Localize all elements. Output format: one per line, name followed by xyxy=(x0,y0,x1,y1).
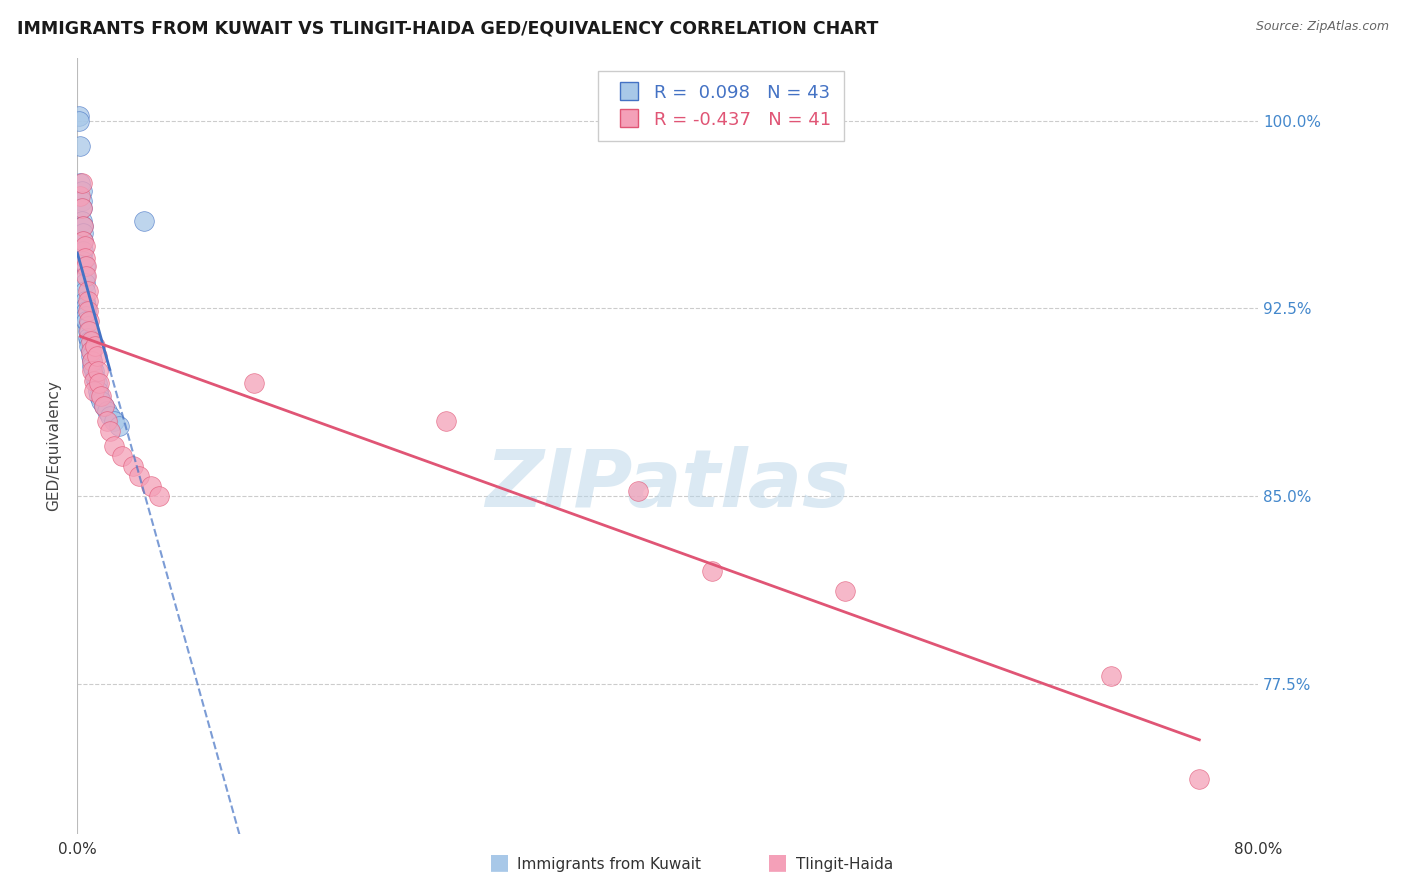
Point xyxy=(86,349,108,363)
Point xyxy=(73,252,96,266)
Point xyxy=(89,389,111,403)
Point xyxy=(834,584,856,599)
Point xyxy=(70,201,93,215)
Point xyxy=(72,219,94,233)
Point xyxy=(90,389,112,403)
Point xyxy=(77,324,100,338)
Point xyxy=(83,384,105,398)
Point xyxy=(69,176,91,190)
Point xyxy=(73,277,96,291)
Point xyxy=(82,364,104,378)
Point xyxy=(70,184,93,198)
Point xyxy=(132,213,155,227)
Point xyxy=(128,469,150,483)
Point xyxy=(79,343,101,358)
Point xyxy=(73,284,96,298)
Text: Tlingit-Haida: Tlingit-Haida xyxy=(796,857,893,872)
Point xyxy=(77,314,100,328)
Point xyxy=(67,113,90,128)
Point xyxy=(1188,772,1211,786)
Point xyxy=(76,284,98,298)
Point xyxy=(79,343,101,358)
Point xyxy=(75,309,97,323)
Point xyxy=(70,194,93,208)
Point xyxy=(72,219,94,233)
Point xyxy=(107,419,129,434)
Y-axis label: GED/Equivalency: GED/Equivalency xyxy=(46,381,62,511)
Text: ZIPatlas: ZIPatlas xyxy=(485,446,851,524)
Point xyxy=(77,339,100,353)
Point xyxy=(84,339,107,353)
Point xyxy=(73,259,96,273)
Point xyxy=(77,334,100,348)
Point xyxy=(70,213,93,227)
Point xyxy=(82,359,104,373)
Point xyxy=(72,244,94,258)
Legend: R =  0.098   N = 43, R = -0.437   N = 41: R = 0.098 N = 43, R = -0.437 N = 41 xyxy=(598,70,844,141)
Point xyxy=(148,489,170,503)
Point xyxy=(90,393,112,408)
Point xyxy=(73,293,96,308)
Point xyxy=(83,364,105,378)
Point xyxy=(76,318,98,333)
Text: 0.0%: 0.0% xyxy=(58,841,97,856)
Point xyxy=(98,424,121,438)
Point xyxy=(72,253,94,268)
Point xyxy=(141,479,163,493)
Point xyxy=(702,564,724,578)
Point xyxy=(96,404,118,418)
Point xyxy=(75,303,97,318)
Point xyxy=(93,399,115,413)
Point xyxy=(75,314,97,328)
Point xyxy=(72,234,94,248)
Point xyxy=(83,374,105,388)
Text: 80.0%: 80.0% xyxy=(1234,841,1282,856)
Point xyxy=(76,303,98,318)
Point xyxy=(75,268,97,283)
Point xyxy=(76,331,98,345)
Point xyxy=(69,188,91,202)
Point xyxy=(93,399,115,413)
Point xyxy=(76,324,98,338)
Point xyxy=(103,414,125,428)
Point xyxy=(103,439,125,453)
Point xyxy=(79,334,101,348)
Point xyxy=(87,364,110,378)
Point xyxy=(72,234,94,248)
Point xyxy=(98,409,121,423)
Point xyxy=(243,376,266,391)
Point xyxy=(82,354,104,368)
Point xyxy=(96,414,118,428)
Point xyxy=(70,176,93,190)
Point xyxy=(69,138,91,153)
Point xyxy=(67,109,90,123)
Text: Source: ZipAtlas.com: Source: ZipAtlas.com xyxy=(1256,20,1389,33)
Point xyxy=(87,384,110,398)
Point xyxy=(75,299,97,313)
Point xyxy=(75,259,97,273)
Point xyxy=(122,458,145,473)
Point xyxy=(86,376,108,391)
Point xyxy=(73,268,96,283)
Point xyxy=(73,238,96,252)
Point xyxy=(436,414,458,428)
Point xyxy=(72,226,94,240)
Text: IMMIGRANTS FROM KUWAIT VS TLINGIT-HAIDA GED/EQUIVALENCY CORRELATION CHART: IMMIGRANTS FROM KUWAIT VS TLINGIT-HAIDA … xyxy=(17,20,879,37)
Point xyxy=(70,201,93,215)
Point xyxy=(89,376,111,391)
Point xyxy=(76,293,98,308)
Text: ■: ■ xyxy=(489,853,509,872)
Text: Immigrants from Kuwait: Immigrants from Kuwait xyxy=(517,857,702,872)
Point xyxy=(111,449,132,463)
Text: ■: ■ xyxy=(768,853,787,872)
Point xyxy=(84,371,107,385)
Point xyxy=(79,349,101,363)
Point xyxy=(627,484,650,499)
Point xyxy=(1099,669,1122,683)
Point xyxy=(82,354,104,368)
